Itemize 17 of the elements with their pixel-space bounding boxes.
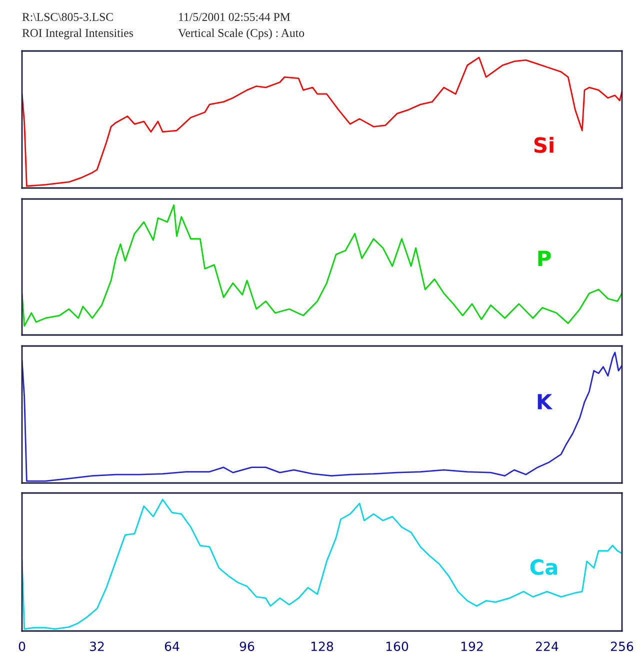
x-tick-label: 32 <box>90 642 104 652</box>
x-tick-label: 128 <box>311 642 334 652</box>
text: Vertical Scale (Cps) : Auto <box>178 28 304 40</box>
x-tick-label: 256 <box>610 642 634 652</box>
x-tick-label: 0 <box>18 642 26 652</box>
text: P <box>538 250 551 266</box>
x-tick-label: 160 <box>386 642 408 652</box>
x-tick-label: 96 <box>240 642 254 652</box>
text: R:\LSC\805-3.LSC <box>22 12 113 22</box>
x-tick-label: 64 <box>164 642 180 652</box>
text: 11/5/2001 02:55:44 PM <box>179 12 290 22</box>
text: ROI Integral Intensities <box>22 28 134 40</box>
x-tick-label: 192 <box>461 642 483 652</box>
series-label: K <box>538 394 553 410</box>
series-label: Ca <box>530 559 558 575</box>
x-tick-label: 224 <box>536 642 558 651</box>
series-label: Si <box>534 136 554 153</box>
